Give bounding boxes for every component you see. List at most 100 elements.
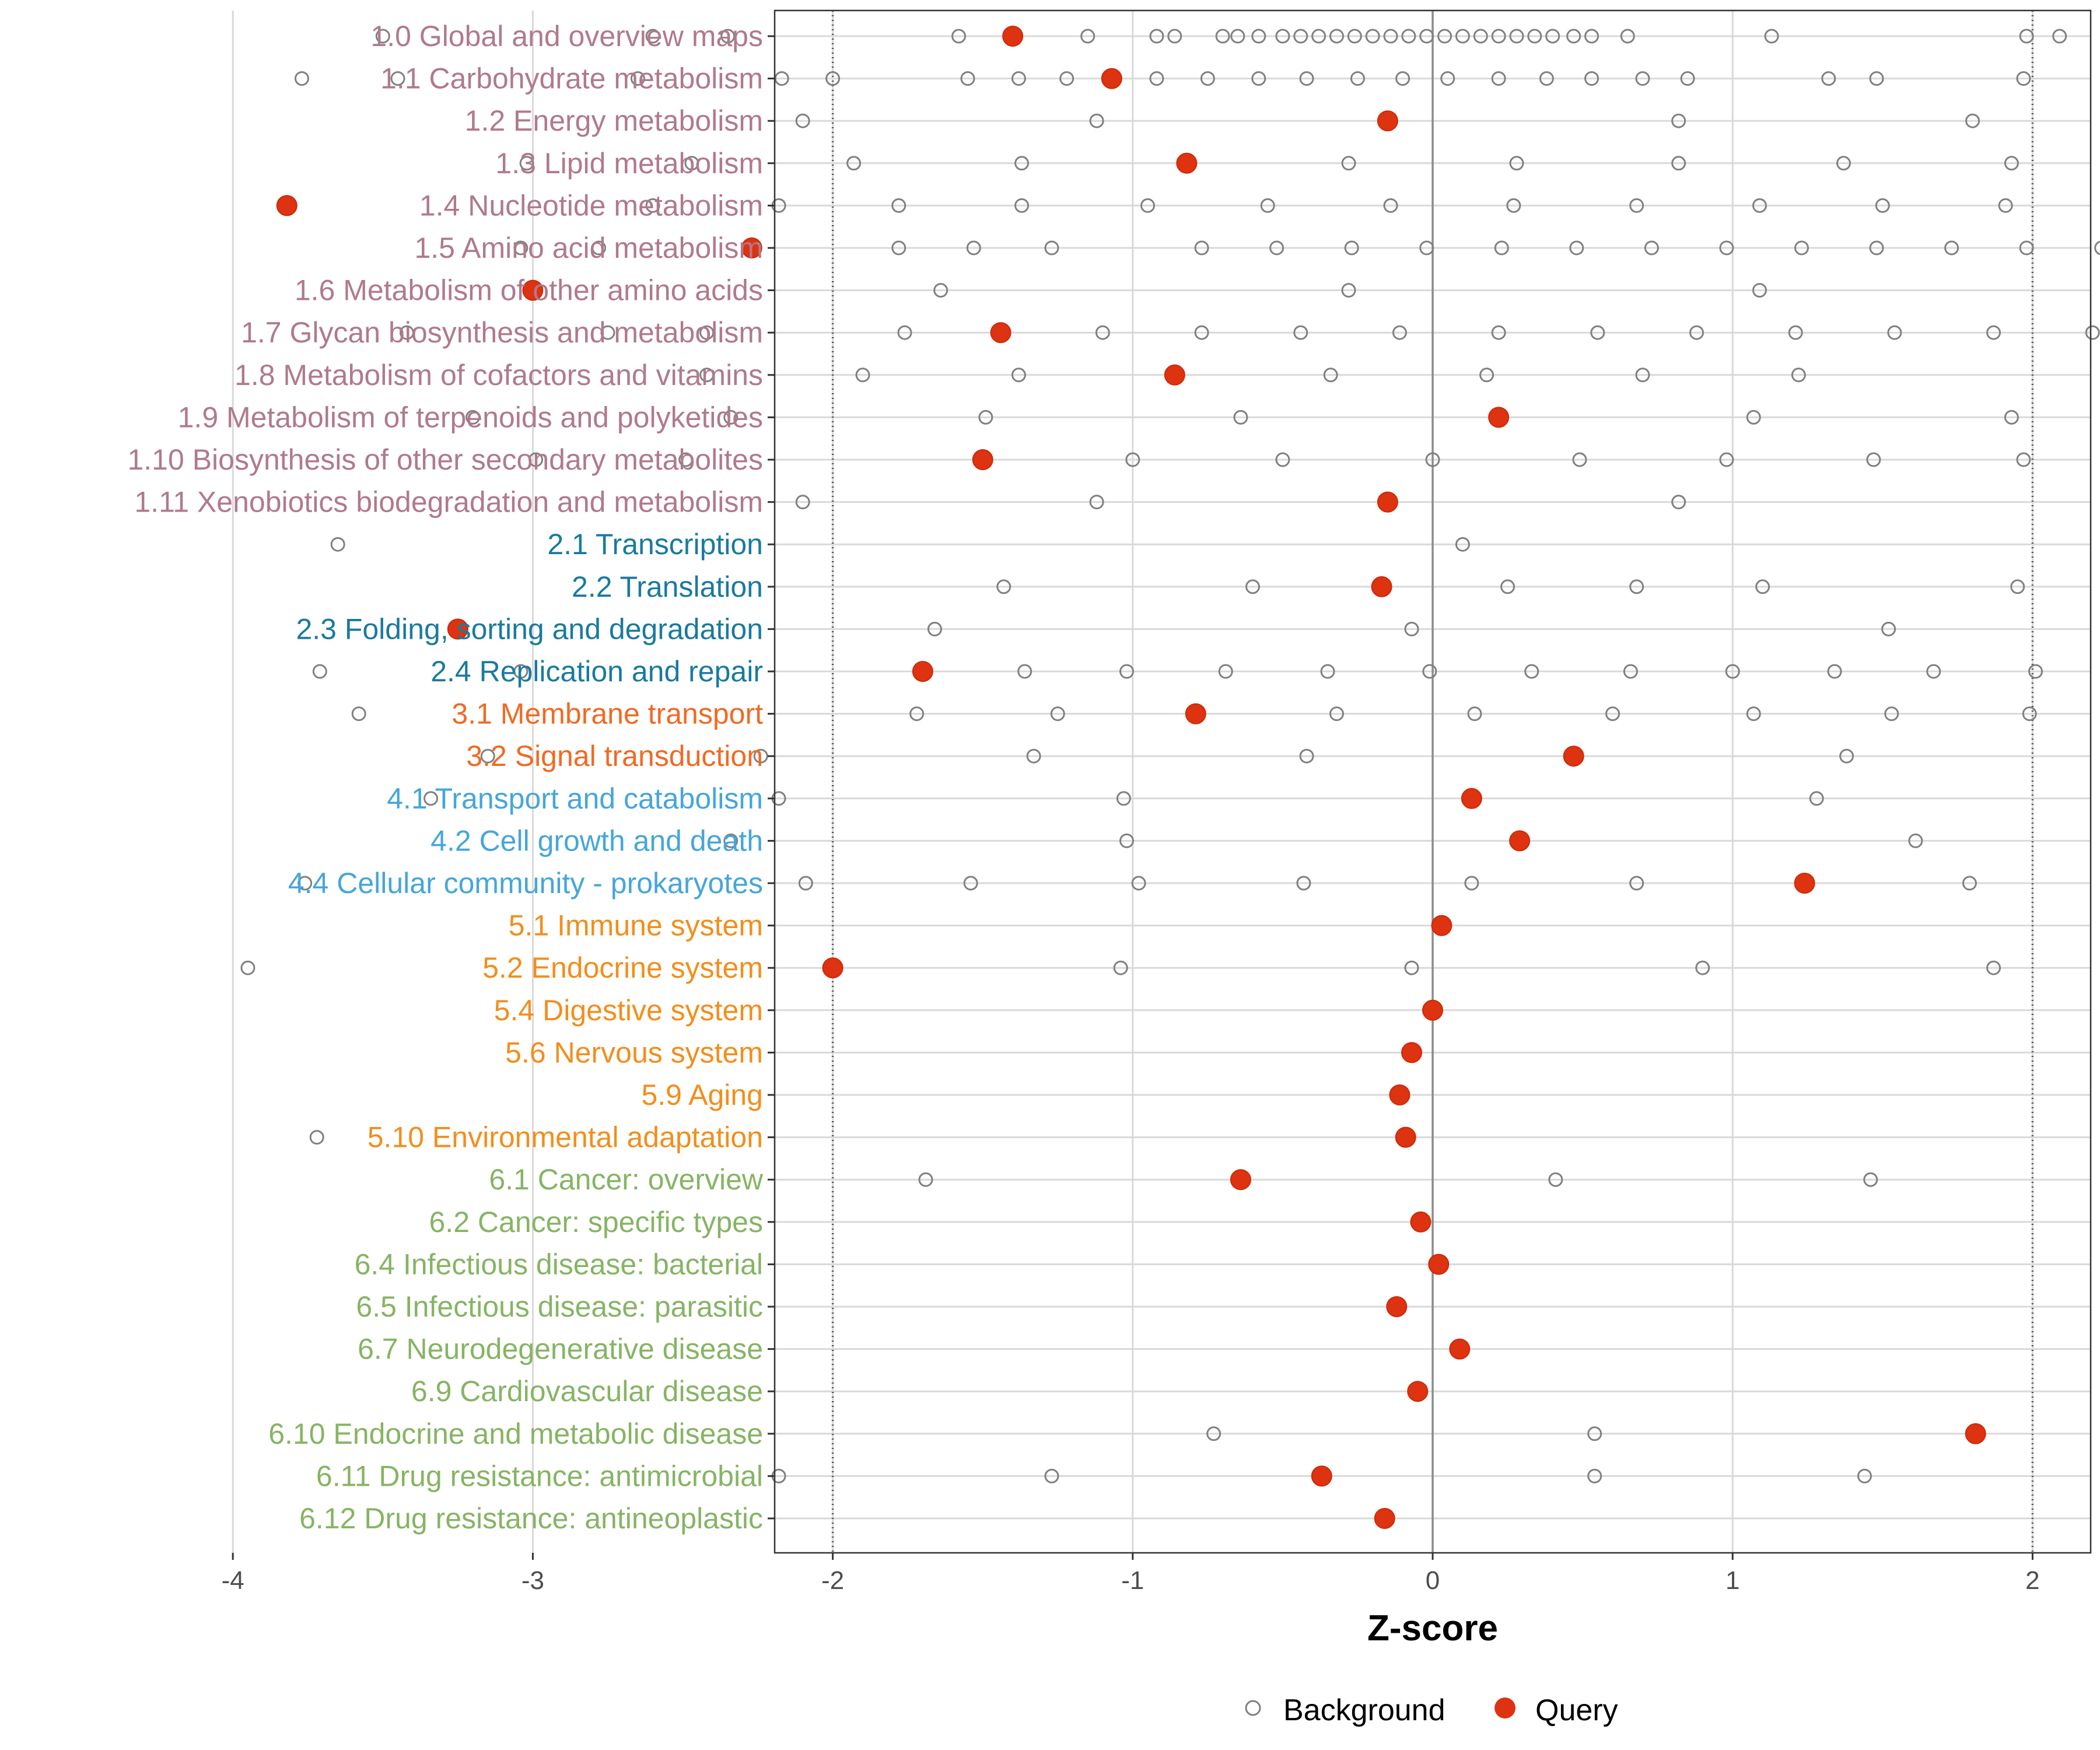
background-point: [2004, 156, 2019, 171]
background-point: [1218, 664, 1233, 679]
background-point: [1791, 368, 1806, 383]
query-point: [1428, 1254, 1450, 1275]
background-point: [1125, 452, 1140, 467]
background-point: [1383, 29, 1398, 44]
x-tick-label: -1: [1121, 1566, 1144, 1595]
background-point: [1500, 579, 1516, 594]
background-point: [2019, 29, 2034, 44]
background-point: [1383, 198, 1398, 213]
background-point: [480, 748, 495, 764]
background-points: [240, 29, 2100, 1483]
category-label: 1.3 Lipid metabolism: [495, 147, 763, 180]
query-point: [276, 195, 298, 216]
reference-lines: [831, 10, 2034, 1553]
background-point: [1011, 368, 1026, 383]
background-point: [1011, 71, 1026, 86]
background-point: [424, 791, 439, 806]
x-tick-label: -4: [222, 1566, 244, 1595]
background-point: [1269, 240, 1284, 256]
background-point: [528, 452, 544, 467]
background-point: [1620, 29, 1635, 44]
background-point: [720, 29, 736, 44]
query-point: [822, 957, 844, 979]
category-label: 4.2 Cell growth and death: [430, 824, 763, 857]
background-point: [795, 113, 810, 128]
background-point: [1629, 579, 1644, 594]
background-point: [1116, 791, 1131, 806]
query-point: [1101, 68, 1122, 89]
background-point: [1404, 621, 1419, 636]
background-point: [753, 748, 768, 764]
background-point: [1680, 71, 1695, 86]
query-point: [1377, 110, 1398, 132]
background-point: [1437, 29, 1452, 44]
background-point: [1299, 71, 1314, 86]
background-point: [723, 833, 738, 848]
background-point: [891, 240, 907, 256]
background-point: [699, 325, 715, 340]
background-point: [1392, 325, 1407, 340]
query-point: [1311, 1465, 1332, 1487]
background-point: [1725, 664, 1740, 679]
background-point: [2052, 29, 2067, 44]
background-point: [1464, 876, 1479, 891]
background-point: [1689, 325, 1704, 340]
category-label: 5.1 Immune system: [509, 909, 763, 942]
background-point: [1275, 452, 1290, 467]
background-point: [1752, 283, 1767, 298]
background-point: [1260, 198, 1275, 213]
background-point: [312, 664, 327, 679]
category-label: 1.2 Energy metabolism: [465, 104, 763, 137]
background-point: [966, 240, 981, 256]
background-point: [1869, 71, 1884, 86]
query-point: [741, 237, 762, 258]
background-point: [1635, 71, 1650, 86]
background-point: [1584, 71, 1600, 86]
query-point: [1410, 1211, 1432, 1233]
background-point: [1251, 29, 1266, 44]
query-point: [1185, 703, 1206, 724]
background-point: [519, 156, 534, 171]
query-point: [1401, 1042, 1423, 1063]
category-label: 2.4 Replication and repair: [430, 655, 763, 688]
category-label: 2.3 Folding, sorting and degradation: [296, 612, 763, 645]
category-label: 1.9 Metabolism of terpenoids and polyket…: [178, 401, 763, 433]
category-label: 3.2 Signal transduction: [466, 740, 763, 772]
query-point: [1395, 1126, 1416, 1148]
category-label: 6.10 Endocrine and metabolic disease: [268, 1418, 763, 1450]
background-point: [513, 664, 528, 679]
background-point: [513, 240, 528, 256]
query-point: [1965, 1423, 1986, 1444]
x-tick-label: -3: [522, 1566, 544, 1595]
background-point: [1491, 29, 1506, 44]
query-point: [1407, 1381, 1429, 1402]
background-point: [1644, 240, 1659, 256]
category-label: 6.1 Cancer: overview: [489, 1163, 764, 1196]
background-point: [1986, 325, 2001, 340]
background-point: [1695, 960, 1710, 975]
background-point: [1050, 706, 1065, 722]
background-point: [1875, 198, 1890, 213]
background-point: [1839, 748, 1854, 764]
x-tick-label: -2: [821, 1566, 844, 1595]
background-point: [1419, 240, 1434, 256]
background-point: [1206, 1426, 1222, 1441]
query-point: [1230, 1169, 1251, 1191]
background-point: [2085, 325, 2100, 340]
background-point: [1455, 537, 1470, 552]
background-point: [1944, 240, 1959, 256]
background-point: [1623, 664, 1638, 679]
background-point: [645, 198, 660, 213]
background-point: [1455, 29, 1470, 44]
background-point: [1548, 1172, 1563, 1187]
background-point: [927, 621, 942, 636]
background-point: [1788, 325, 1803, 340]
category-label: 6.4 Infectious disease: bacterial: [355, 1248, 763, 1280]
background-point: [1215, 29, 1230, 44]
background-point: [1629, 876, 1644, 891]
background-point: [1440, 71, 1455, 86]
background-point: [1320, 664, 1335, 679]
background-point: [699, 368, 715, 383]
background-point: [1863, 1172, 1878, 1187]
background-point: [240, 960, 256, 975]
